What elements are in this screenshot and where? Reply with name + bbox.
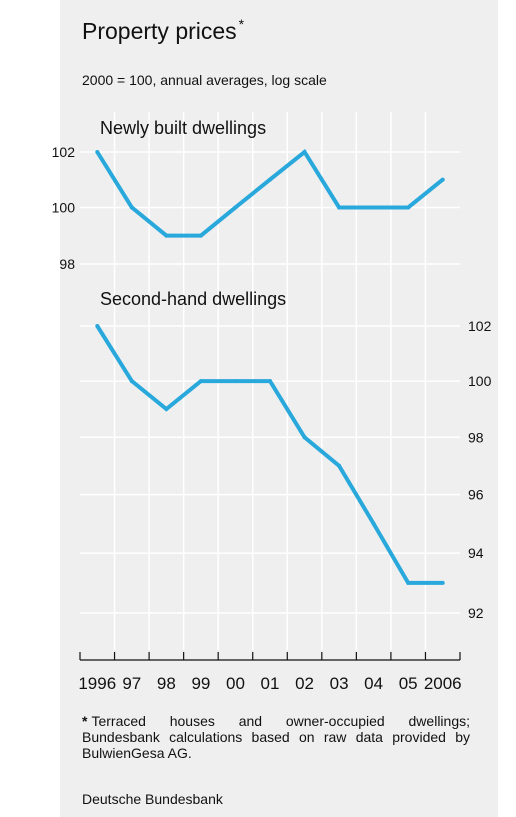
data-point (164, 233, 169, 238)
y-tick-label-right: 96 (468, 487, 484, 503)
data-point (302, 150, 307, 154)
title-footnote-marker: * (238, 16, 245, 32)
x-tick-label: 01 (261, 674, 280, 693)
data-point (233, 205, 238, 210)
y-tick-label-left: 102 (52, 144, 76, 160)
data-point (440, 580, 445, 585)
chart-subtitle: 2000 = 100, annual averages, log scale (82, 72, 327, 88)
data-point (371, 205, 376, 210)
data-point (440, 177, 445, 182)
data-point (198, 233, 203, 238)
source-note: Deutsche Bundesbank (82, 791, 223, 807)
footnote-marker: * (82, 713, 88, 729)
panel-title: Newly built dwellings (100, 118, 266, 138)
data-point (233, 379, 238, 384)
data-point (95, 324, 100, 328)
data-point (268, 379, 272, 384)
x-tick-label: 03 (330, 674, 349, 693)
x-tick-label: 1996 (78, 674, 116, 693)
x-tick-label: 02 (295, 674, 314, 693)
y-tick-label-left: 100 (52, 199, 76, 215)
x-tick-label: 98 (157, 674, 176, 693)
data-point (371, 521, 376, 526)
data-point (406, 580, 411, 585)
y-tick-label-right: 102 (468, 318, 492, 334)
y-tick-label-right: 100 (468, 373, 492, 389)
footnote-text: Terraced houses and owner-occupied dwell… (82, 713, 470, 761)
x-tick-label: 05 (399, 674, 418, 693)
x-tick-label: 97 (122, 674, 141, 693)
data-point (198, 379, 203, 384)
data-point (129, 205, 134, 210)
footnote: * Terraced houses and owner-occupied dwel… (82, 713, 470, 761)
x-tick-label: 99 (191, 674, 210, 693)
title-text: Property prices (82, 18, 237, 44)
data-point (337, 205, 342, 210)
data-point (95, 150, 100, 154)
data-point (337, 463, 342, 468)
chart-title: Property prices * (82, 16, 245, 45)
data-point (164, 407, 169, 412)
y-tick-label-right: 94 (468, 545, 484, 561)
x-tick-label: 2006 (424, 674, 462, 693)
panel-title: Second-hand dwellings (100, 289, 286, 309)
data-point (302, 435, 307, 440)
data-point (268, 177, 272, 182)
y-tick-label-right: 92 (468, 605, 484, 621)
y-tick-label-right: 98 (468, 429, 484, 445)
x-tick-label: 04 (364, 674, 383, 693)
x-tick-label: 00 (226, 674, 245, 693)
y-tick-label-left: 98 (59, 256, 75, 272)
data-point (129, 379, 134, 384)
data-point (406, 205, 411, 210)
